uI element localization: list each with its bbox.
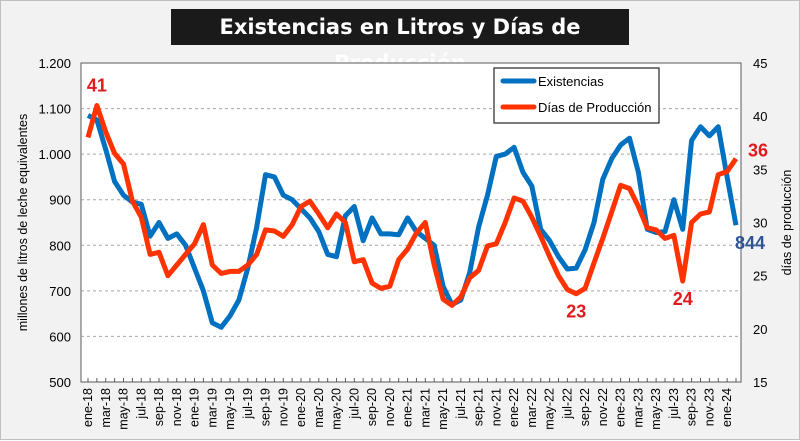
x-tick-label: ene-23 [614,388,628,427]
x-tick-label: ene-24 [720,388,734,427]
legend-label: Existencias [538,74,604,89]
x-tick-label: sep-23 [685,388,699,426]
data-label: 23 [566,302,586,322]
x-tick-label: ene-22 [507,388,521,427]
x-tick-label: jul-21 [454,388,468,420]
data-label: 41 [87,76,107,96]
data-label: 24 [673,289,693,309]
x-tick-label: jul-22 [560,388,574,420]
x-tick-label: nov-21 [489,388,503,426]
x-tick-label: sep-20 [365,388,379,426]
legend-label: Días de Producción [538,100,651,115]
y2-tick-label: 20 [753,322,767,337]
x-tick-label: may-22 [543,388,557,430]
data-label: 844 [735,233,765,253]
x-tick-label: may-23 [649,388,663,430]
y-tick-label: 700 [49,284,71,299]
x-tick-label: mar-18 [99,388,113,428]
chart-title: Existencias en Litros y Días de Producci… [171,9,629,75]
legend-box [493,67,660,124]
y-tick-label: 900 [49,193,71,208]
y2-tick-label: 30 [753,216,767,231]
x-tick-label: mar-20 [312,388,326,428]
y-tick-label: 1.100 [38,102,71,117]
x-tick-label: ene-18 [81,388,95,427]
x-tick-label: jul-23 [667,388,681,420]
x-tick-label: may-19 [223,388,237,430]
y-axis-title: millones de litros de leche equivalentes [16,114,30,332]
y2-tick-label: 35 [753,162,767,177]
y-tick-label: 600 [49,329,71,344]
x-tick-label: jul-18 [134,388,148,420]
x-tick-label: may-20 [330,388,344,430]
series-line-dias-produccion [85,103,739,308]
y-tick-label: 800 [49,238,71,253]
y2-tick-label: 25 [753,269,767,284]
x-tick-label: nov-19 [276,388,290,426]
y-tick-label: 500 [49,375,71,390]
x-tick-label: sep-18 [152,388,166,426]
y2-tick-label: 40 [753,109,767,124]
data-label: 36 [748,141,768,161]
x-tick-label: mar-23 [631,388,645,428]
x-tick-label: may-21 [436,388,450,430]
x-tick-label: sep-21 [472,388,486,426]
y-tick-label: 1.000 [38,147,71,162]
y-tick-label: 1.200 [38,56,71,71]
x-tick-label: mar-22 [525,388,539,428]
x-tick-label: sep-22 [578,388,592,426]
x-tick-label: mar-19 [205,388,219,428]
x-tick-label: ene-20 [294,388,308,427]
x-tick-label: sep-19 [259,388,273,426]
x-tick-label: nov-18 [170,388,184,426]
x-tick-label: may-18 [117,388,131,430]
y2-tick-label: 15 [753,375,767,390]
x-tick-label: mar-21 [418,388,432,428]
x-tick-label: nov-23 [702,388,716,426]
x-tick-label: ene-19 [188,388,202,427]
series-line-existencias [86,113,739,330]
x-tick-label: jul-19 [241,388,255,420]
y2-tick-label: 45 [753,56,767,71]
x-tick-label: jul-20 [347,388,361,420]
x-tick-label: nov-20 [383,388,397,426]
y2-axis-title: días de producción [780,170,794,276]
x-tick-label: nov-22 [596,388,610,426]
x-tick-label: ene-21 [401,388,415,427]
